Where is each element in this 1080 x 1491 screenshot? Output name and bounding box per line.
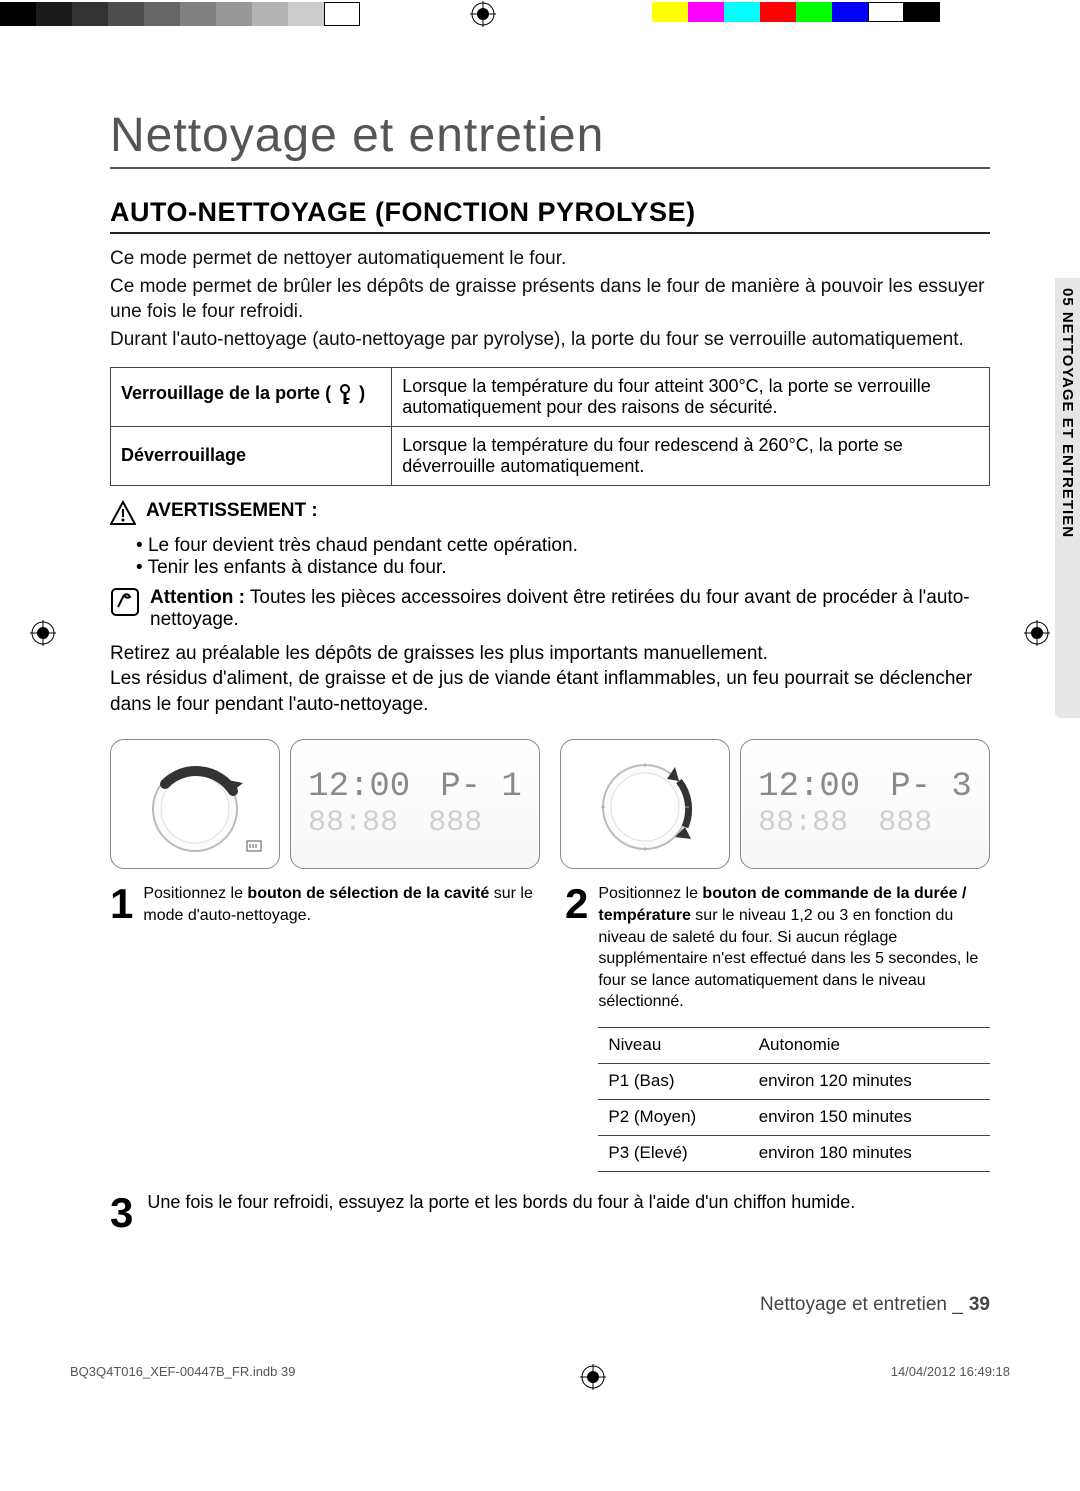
- display-step2: 12:00 P- 3 88:88 888: [740, 739, 990, 869]
- levels-table: NiveauAutonomie P1 (Bas)environ 120 minu…: [598, 1027, 990, 1172]
- attention-label: Attention :: [150, 587, 245, 608]
- intro-p3: Durant l'auto-nettoyage (auto-nettoyage …: [110, 327, 990, 353]
- print-footer-right: 14/04/2012 16:49:18: [891, 1364, 1010, 1390]
- step-2: 2 Positionnez le bouton de commande de l…: [565, 883, 990, 1171]
- level-time: environ 180 minutes: [749, 1135, 990, 1171]
- display-step1: 12:00 P- 1 88:88 888: [290, 739, 540, 869]
- level-name: P3 (Elevé): [598, 1135, 748, 1171]
- lock-row1-label: Verrouillage de la porte ( ): [111, 367, 392, 426]
- display-time: 12:00: [758, 768, 860, 806]
- footer-text: Nettoyage et entretien _: [760, 1294, 963, 1316]
- levels-header: Autonomie: [749, 1028, 990, 1064]
- step-1-bold: bouton de sélection de la cavité: [247, 885, 489, 902]
- step-number: 2: [565, 883, 588, 1171]
- after-p2: Les résidus d'aliment, de graisse et de …: [110, 666, 990, 717]
- key-icon: [336, 383, 354, 410]
- registration-strip: [0, 0, 1080, 28]
- warning-item: Tenir les enfants à distance du four.: [136, 557, 990, 579]
- lock-row1-pre: Verrouillage de la porte (: [121, 383, 336, 403]
- warning-icon: [110, 500, 136, 531]
- lock-row2-label: Déverrouillage: [111, 426, 392, 485]
- intro-p2: Ce mode permet de brûler les dépôts de g…: [110, 274, 990, 325]
- after-p1: Retirez au préalable les dépôts de grais…: [110, 641, 990, 667]
- levels-header: Niveau: [598, 1028, 748, 1064]
- intro-p1: Ce mode permet de nettoyer automatiqueme…: [110, 246, 990, 272]
- display-ghost2: 888: [878, 806, 932, 840]
- step-1-pre: Positionnez le: [143, 885, 247, 902]
- display-ghost2: 888: [428, 806, 482, 840]
- knob-timer: [560, 739, 730, 869]
- attention-text: Attention : Toutes les pièces accessoire…: [150, 587, 990, 631]
- section-title: AUTO-NETTOYAGE (FONCTION PYROLYSE): [110, 197, 990, 234]
- warning-title: AVERTISSEMENT :: [146, 500, 318, 522]
- knob-selector: [110, 739, 280, 869]
- lock-table: Verrouillage de la porte ( ) Lorsque la …: [110, 367, 990, 486]
- page-footer: Nettoyage et entretien _ 39: [110, 1294, 990, 1316]
- side-tab: 05 NETTOYAGE ET ENTRETIEN: [1055, 278, 1080, 718]
- lock-row1-post: ): [359, 383, 365, 403]
- lock-row2-text: Lorsque la température du four redescend…: [392, 426, 990, 485]
- step-number: 3: [110, 1192, 133, 1234]
- step-1: 1 Positionnez le bouton de sélection de …: [110, 883, 535, 1171]
- grayscale-swatches: [0, 2, 360, 26]
- display-ghost: 88:88: [308, 806, 398, 840]
- display-prog: P- 3: [890, 768, 972, 806]
- level-time: environ 150 minutes: [749, 1099, 990, 1135]
- attention-body: Toutes les pièces accessoires doivent êt…: [150, 587, 970, 630]
- level-time: environ 120 minutes: [749, 1063, 990, 1099]
- step-2-pre: Positionnez le: [598, 885, 702, 902]
- display-ghost: 88:88: [758, 806, 848, 840]
- level-name: P1 (Bas): [598, 1063, 748, 1099]
- step-2-text: Positionnez le bouton de commande de la …: [598, 883, 990, 1171]
- color-swatches: [652, 2, 940, 26]
- footer-page: 39: [969, 1294, 990, 1316]
- registration-mark-top: [470, 1, 496, 27]
- chapter-title: Nettoyage et entretien: [110, 108, 990, 169]
- lock-row1-text: Lorsque la température du four atteint 3…: [392, 367, 990, 426]
- display-time: 12:00: [308, 768, 410, 806]
- warning-list: Le four devient très chaud pendant cette…: [110, 535, 990, 579]
- step-3-text: Une fois le four refroidi, essuyez la po…: [147, 1192, 855, 1213]
- print-footer-left: BQ3Q4T016_XEF-00447B_FR.indb 39: [70, 1364, 295, 1390]
- warning-item: Le four devient très chaud pendant cette…: [136, 535, 990, 557]
- panel-step1: 12:00 P- 1 88:88 888: [110, 739, 540, 869]
- step-number: 1: [110, 883, 133, 1171]
- display-prog: P- 1: [440, 768, 522, 806]
- panel-step2: 12:00 P- 3 88:88 888: [560, 739, 990, 869]
- note-icon: [110, 587, 140, 623]
- level-name: P2 (Moyen): [598, 1099, 748, 1135]
- print-footer: BQ3Q4T016_XEF-00447B_FR.indb 39 14/04/20…: [0, 1356, 1080, 1398]
- step-3: 3 Une fois le four refroidi, essuyez la …: [110, 1192, 990, 1234]
- step-1-text: Positionnez le bouton de sélection de la…: [143, 883, 535, 1171]
- registration-mark-bottom: [580, 1364, 606, 1390]
